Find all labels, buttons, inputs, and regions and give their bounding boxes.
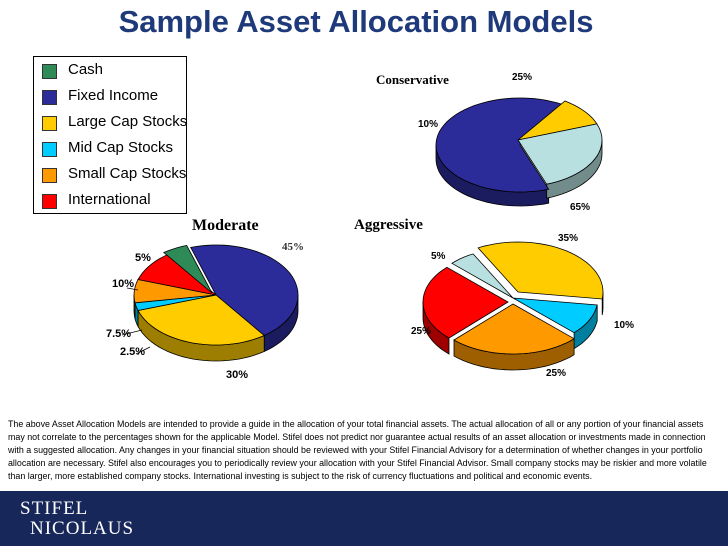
leader-line bbox=[121, 329, 143, 336]
leader-line bbox=[126, 287, 139, 291]
pie-slice-moderate-3 bbox=[133, 279, 217, 304]
pie-slice-conservative-1 bbox=[517, 100, 598, 141]
pie-slice-aggressive-0 bbox=[477, 241, 604, 300]
legend-swatch bbox=[42, 90, 57, 105]
data-label-aggressive-0: 35% bbox=[558, 233, 578, 244]
logo-line-2: NICOLAUS bbox=[30, 518, 135, 539]
legend-swatch bbox=[42, 194, 57, 209]
legend-label: Mid Cap Stocks bbox=[68, 139, 174, 156]
data-label-aggressive-4: 5% bbox=[431, 251, 446, 262]
pie-charts: 65% 10% 25% 45% 30% 2.5% 7.5% 10% 5% 35% 10% 25% 25%… bbox=[106, 72, 634, 381]
data-label-moderate-3: 7.5% bbox=[106, 328, 131, 340]
pie-slice-moderate-5 bbox=[163, 244, 213, 294]
disclaimer-text: The above Asset Allocation Models are in… bbox=[8, 419, 707, 481]
pie-slice-conservative-0 bbox=[435, 97, 568, 193]
data-label-moderate-5: 5% bbox=[135, 252, 151, 264]
legend-swatch bbox=[42, 64, 57, 79]
page-title: Sample Asset Allocation Models bbox=[118, 4, 594, 39]
data-label-moderate-1: 30% bbox=[226, 369, 248, 381]
pie-slice-aggressive-3 bbox=[422, 266, 509, 339]
data-label-conservative-0: 65% bbox=[570, 202, 590, 213]
pie-slice-aggressive-4 bbox=[451, 253, 514, 299]
pie-chart-aggressive: 35% 10% 25% 25% 5% bbox=[411, 233, 634, 379]
data-label-moderate-0: 45% bbox=[282, 241, 304, 253]
data-label-conservative-2: 25% bbox=[512, 72, 532, 83]
pie-slice-conservative-2 bbox=[517, 123, 603, 185]
pie-slice-aggressive-1 bbox=[512, 297, 598, 334]
chart-title-moderate: Moderate bbox=[192, 217, 259, 234]
data-label-aggressive-3: 25% bbox=[411, 326, 431, 337]
data-label-aggressive-1: 10% bbox=[614, 320, 634, 331]
stifel-nicolaus-logo: STIFEL NICOLAUS bbox=[20, 499, 134, 539]
legend-swatch bbox=[42, 142, 57, 157]
legend-label: Fixed Income bbox=[68, 87, 159, 104]
chart-title-aggressive: Aggressive bbox=[354, 217, 423, 233]
pie-slice-moderate-1 bbox=[137, 294, 265, 346]
legend-swatch bbox=[42, 116, 57, 131]
legend-label: Small Cap Stocks bbox=[68, 165, 187, 182]
leader-line bbox=[135, 346, 151, 355]
footer-bar: STIFEL NICOLAUS bbox=[0, 491, 728, 546]
pie-chart-moderate: 45% 30% 2.5% 7.5% 10% 5% bbox=[106, 241, 304, 381]
data-label-moderate-4: 10% bbox=[112, 278, 134, 290]
legend-label: International bbox=[68, 191, 151, 208]
pie-chart-conservative: 65% 10% 25% bbox=[418, 72, 603, 213]
data-label-moderate-2: 2.5% bbox=[120, 346, 145, 358]
legend-swatch bbox=[42, 168, 57, 183]
pie-slice-moderate-4 bbox=[137, 254, 217, 296]
legend-label: Cash bbox=[68, 61, 104, 78]
chart-title-conservative: Conservative bbox=[376, 72, 449, 87]
legend-label: Large Cap Stocks bbox=[68, 113, 188, 130]
pie-slice-aggressive-2 bbox=[453, 303, 575, 355]
logo-line-1: STIFEL bbox=[20, 498, 89, 519]
pie-slice-moderate-0 bbox=[190, 244, 299, 336]
chart-legend: Cash Fixed Income Large Cap Stocks Mid C… bbox=[33, 56, 187, 214]
data-label-conservative-1: 10% bbox=[418, 119, 438, 130]
data-label-aggressive-2: 25% bbox=[546, 368, 566, 379]
